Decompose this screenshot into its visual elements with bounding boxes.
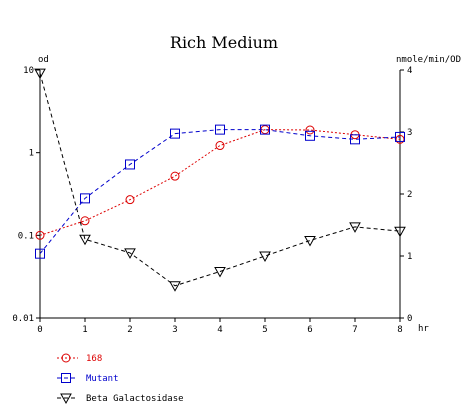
series-lines [39,72,401,287]
data-point-triangle-down [169,281,181,292]
left-axis-label: od [38,55,49,65]
legend-label: 168 [86,354,102,364]
data-point-triangle-down [214,267,226,278]
right-y-tick-label: 1 [407,252,412,262]
data-point-triangle-down [259,251,271,263]
x-tick-label: 1 [82,325,87,335]
data-point-circle [125,195,135,205]
data-point-triangle-down [304,236,316,247]
data-point-square [350,134,360,145]
right-y-tick-label: 0 [407,314,412,324]
axis-ticks: 0 1 2 3 4 5 6 7 8 0.01 0.1 1 10 0 1 2 3 4 [12,66,412,335]
x-tick-label: 0 [37,325,42,335]
right-y-tick-label: 4 [407,66,412,76]
x-tick-label: 8 [397,325,402,335]
data-point-triangle-down [394,226,406,238]
data-point-triangle-down [124,248,136,259]
series-line-0 [39,129,401,236]
data-point-circle [305,125,315,135]
data-point-circle [80,216,90,226]
data-point-square [170,128,180,139]
chart-title: Rich Medium [170,33,278,52]
right-y-tick-label: 3 [407,128,412,138]
data-point-square [215,124,225,135]
data-point-triangle-down [349,222,361,233]
legend: 168 Mutant Beta Galactosidase [57,353,184,405]
legend-label: Mutant [86,374,119,384]
series-line-1 [39,129,401,254]
legend-marker-square [61,373,71,383]
x-tick-label: 4 [217,325,222,335]
legend-marker-triangle-down [60,393,72,405]
data-point-square [260,124,270,135]
data-point-square [305,130,315,141]
data-point-circle [170,171,180,181]
legend-label: Beta Galactosidase [86,394,184,404]
data-point-triangle-down [34,68,46,80]
left-y-tick-label: 0.1 [18,231,34,241]
left-y-tick-label: 0.01 [12,314,34,324]
x-tick-label: 5 [262,325,267,335]
data-point-square [35,248,45,259]
data-point-circle [35,230,45,240]
left-y-tick-label: 1 [29,149,34,159]
x-tick-label: 6 [307,325,312,335]
right-y-tick-label: 2 [407,190,412,200]
series-line-2 [39,72,401,287]
series-markers [34,68,406,292]
x-tick-label: 2 [127,325,132,335]
right-axis-label: nmole/min/OD [396,55,461,65]
data-point-square [395,131,405,142]
data-point-circle [215,141,225,151]
left-y-tick-label: 10 [23,66,34,76]
legend-marker-circle [61,353,71,363]
x-tick-label: 3 [172,325,177,335]
data-point-triangle-down [79,234,91,246]
x-tick-label: 7 [352,325,357,335]
x-axis-label: hr [418,324,429,334]
data-point-square [80,193,90,204]
data-point-square [125,159,135,170]
